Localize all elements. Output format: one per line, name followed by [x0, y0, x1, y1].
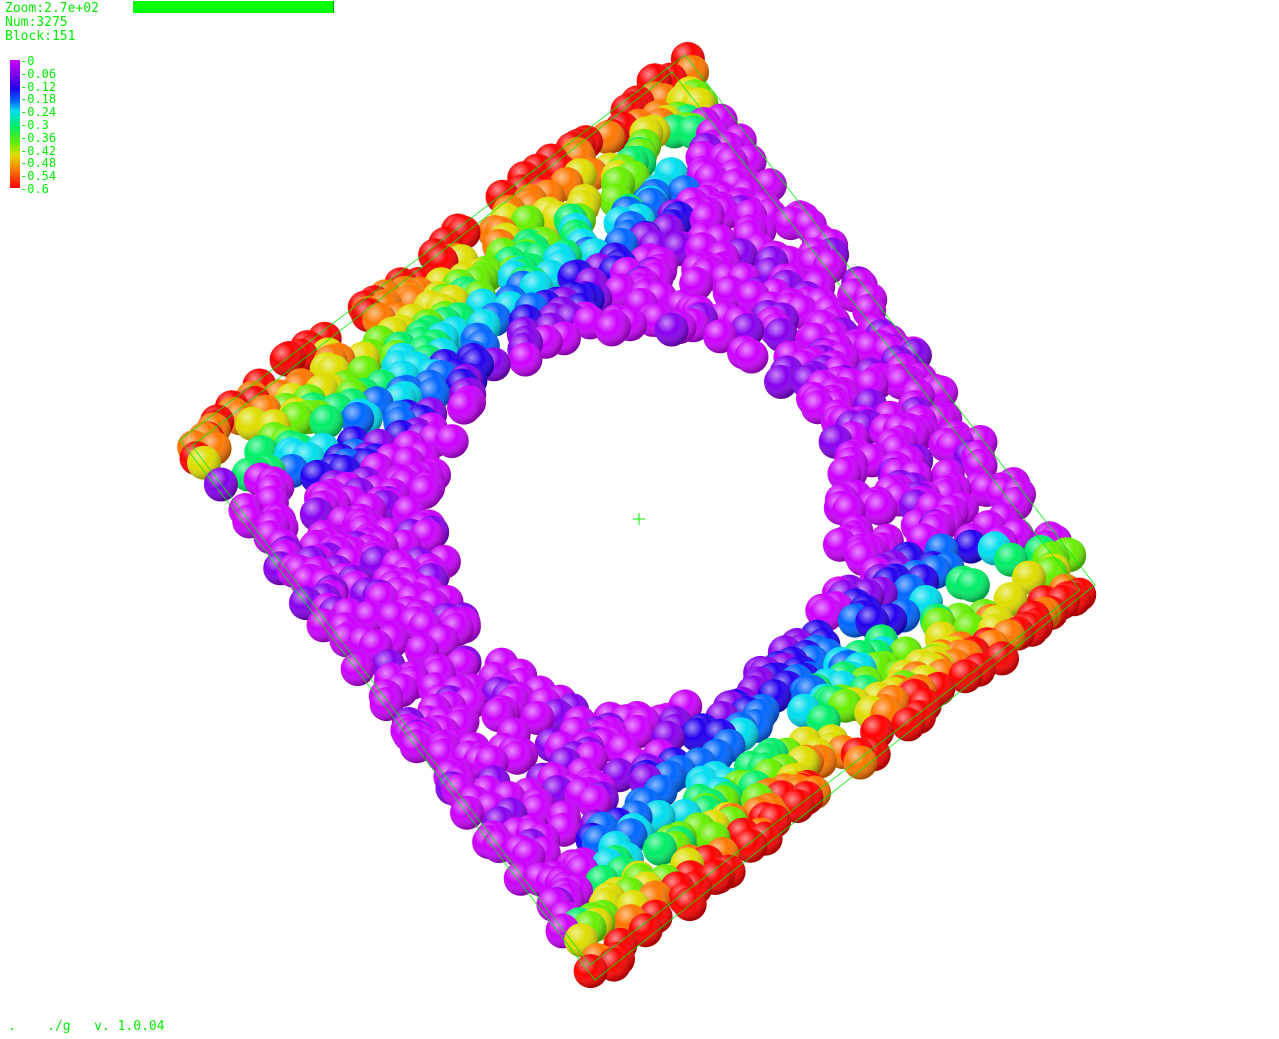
colorbar-tick-8: -0.48: [20, 156, 57, 171]
particle-sphere-shading: [628, 913, 663, 948]
colorbar-tick-6: -0.36: [20, 130, 57, 145]
particle-sphere-shading: [733, 828, 768, 863]
particle-sphere-shading: [891, 707, 926, 742]
version-label: v. 1.0.04: [94, 1019, 165, 1034]
colorbar-tick-3: -0.18: [20, 92, 57, 107]
particle-sphere-shading: [500, 740, 535, 775]
particle-sphere-shading: [369, 687, 404, 722]
colorbar-tick-4: -0.24: [20, 105, 57, 120]
particle-sphere-shading: [594, 312, 629, 347]
particle-sphere-shading: [672, 887, 707, 922]
hud-panel: Zoom:2.7e+02 Num:3275 Block:151: [5, 2, 99, 44]
colorbar-tick-1: -0.06: [20, 66, 57, 81]
colorbar-tick-0: -0: [20, 54, 35, 68]
particle-spheres: [177, 41, 1097, 989]
particle-sphere-shading: [577, 785, 612, 820]
colorbar-tick-7: -0.42: [20, 143, 57, 158]
particle-sphere-shading: [955, 568, 990, 603]
footer-dot: .: [8, 1019, 16, 1034]
bounding-box-frame: [179, 54, 1096, 981]
particle-sphere-shading: [434, 424, 469, 459]
particle-sphere-shading: [340, 652, 375, 686]
colorbar-tick-5: -0.3: [20, 117, 49, 132]
particle-sphere-shading: [654, 312, 689, 347]
colorbar-ticks: -0 -0.06 -0.12 -0.18 -0.24 -0.3 -0.36 -0.42 -0.4…: [20, 55, 56, 196]
particle-sphere-shading: [269, 342, 304, 377]
particle-sphere-shading: [764, 364, 798, 399]
particle-sphere-shading: [734, 339, 769, 374]
particle-sphere-shading: [399, 729, 434, 764]
colorbar-legend: [10, 60, 20, 188]
footer-status: . ./g v. 1.0.04: [8, 1019, 165, 1034]
footer-path: ./g: [47, 1019, 71, 1034]
block-readout: Block:151: [5, 29, 76, 44]
particle-sphere-shading: [520, 700, 555, 735]
colorbar-tick-9: -0.54: [20, 169, 57, 184]
particle-sphere-shading: [508, 342, 543, 377]
particle-sphere-shading: [309, 404, 344, 439]
colorbar-tick-2: -0.12: [20, 79, 57, 94]
progress-bar: [133, 1, 334, 13]
crosshair-icon: [633, 513, 645, 525]
particle-sphere-shading: [703, 319, 737, 354]
particle-sphere-shading: [863, 491, 898, 526]
particle-sphere-shading: [642, 831, 677, 866]
zoom-readout: Zoom:2.7e+02: [5, 1, 99, 16]
particle-count-readout: Num:3275: [5, 15, 68, 30]
particle-sphere-shading: [843, 745, 878, 780]
particle-sphere-shading: [447, 390, 481, 425]
colorbar-tick-10: -0.6: [20, 181, 49, 196]
